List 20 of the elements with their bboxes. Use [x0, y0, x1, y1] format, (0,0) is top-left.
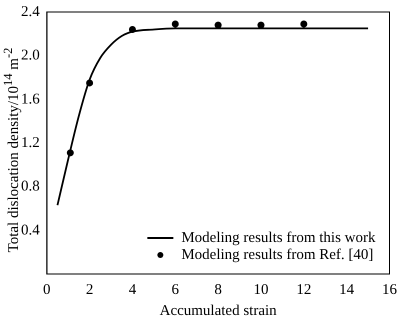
x-tick-label: 0: [43, 282, 50, 298]
x-tick-label: 8: [214, 282, 222, 298]
point: [300, 20, 308, 28]
x-axis-title: Accumulated strain: [160, 302, 278, 319]
y-tick-label: 0.8: [21, 178, 40, 195]
x-tick-label: 6: [172, 282, 180, 298]
x-tick-label: 2: [86, 282, 94, 298]
x-tick-label: 12: [296, 282, 312, 298]
x-tick-label: 4: [128, 282, 137, 298]
x-tick-label: 16: [382, 282, 398, 298]
legend-label: Modeling results from this work: [181, 230, 376, 246]
y-tick-label: 1.2: [21, 134, 40, 151]
y-tick-label: 2.4: [21, 4, 40, 20]
legend-label: Modeling results from Ref. [40]: [181, 246, 374, 263]
point: [172, 20, 179, 28]
y-tick-label: 1.6: [21, 91, 40, 108]
y-tick-label: 0.4: [21, 222, 40, 238]
y-tick-label: 2.0: [21, 48, 40, 64]
x-tick-label: 10: [253, 282, 268, 298]
x-tick-label: 14: [339, 282, 355, 298]
